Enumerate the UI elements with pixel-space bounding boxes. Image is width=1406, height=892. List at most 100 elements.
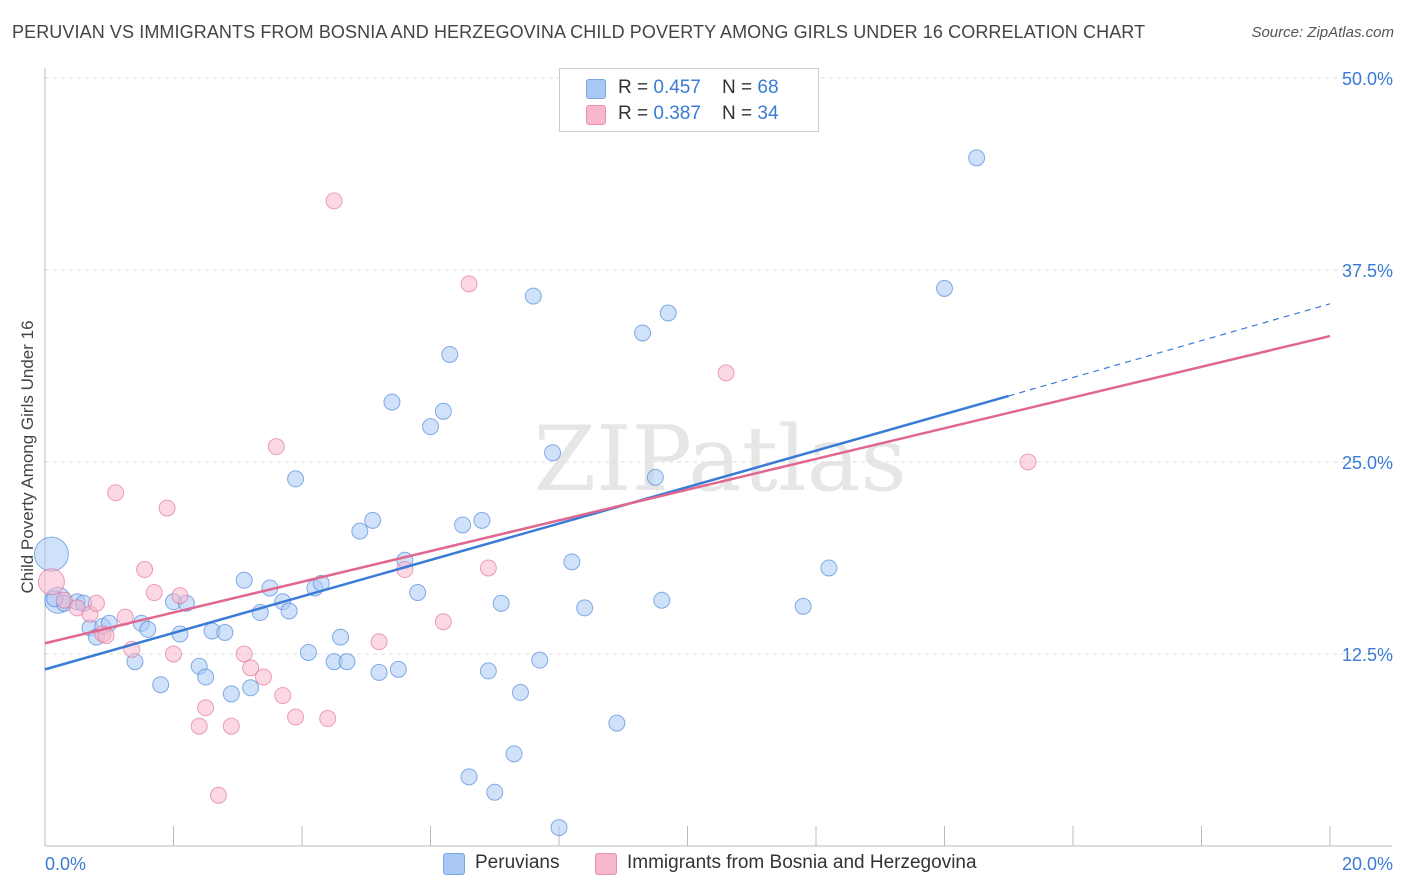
y-tick-label: 50.0% — [1342, 69, 1393, 89]
x-tick-label: 0.0% — [45, 854, 86, 874]
bosnia-point — [274, 686, 292, 704]
peruvian-point — [794, 597, 812, 615]
y-tick-label: 12.5% — [1342, 645, 1393, 665]
bosnia-point — [254, 668, 272, 686]
bosnia-swatch — [586, 105, 606, 125]
peruvian-point — [222, 685, 240, 703]
x-tick-label: 20.0% — [1342, 854, 1393, 874]
bosnia-point — [136, 561, 154, 579]
watermark: ZIPatlas — [533, 407, 906, 512]
peruvian-point — [389, 660, 407, 678]
peruvian-point — [351, 522, 369, 540]
peruvian-point — [659, 304, 677, 322]
bosnia-point — [145, 584, 163, 602]
bosnia-point — [242, 659, 260, 677]
peruvian-point — [550, 819, 568, 837]
y-tick-label: 25.0% — [1342, 453, 1393, 473]
peruvian-point — [544, 444, 562, 462]
y-tick-label: 37.5% — [1342, 261, 1393, 281]
r-value: 0.387 — [653, 103, 701, 124]
bosnia-point — [158, 499, 176, 517]
peruvian-trend-extension — [1008, 303, 1331, 397]
peruvian-point — [370, 663, 388, 681]
correlation-legend: R = 0.457 N = 68 R = 0.387 N = 34 — [559, 68, 819, 132]
peruvian-point — [383, 393, 401, 411]
peruvian-point — [216, 623, 234, 641]
bosnia-point — [222, 717, 240, 735]
n-value: 34 — [757, 103, 779, 124]
bosnia-point — [190, 717, 208, 735]
peruvian-point — [646, 468, 664, 486]
peruvian-point — [486, 783, 504, 801]
peruvian-point — [936, 279, 953, 297]
peruvian-point — [634, 324, 652, 342]
peruvian-point — [524, 287, 542, 305]
bosnia-point — [165, 645, 182, 663]
peruvian-point — [454, 516, 472, 534]
r-value: 0.457 — [653, 77, 701, 98]
n-label: N = — [722, 103, 758, 124]
n-label: N = — [722, 77, 758, 98]
peruvian-point — [434, 402, 452, 420]
peruvian-point — [139, 620, 157, 638]
peruvian-point — [332, 628, 350, 646]
peruvian-point — [197, 668, 215, 686]
peruvian-point — [280, 602, 298, 620]
peruvian-point — [511, 683, 529, 701]
peruvian-point — [608, 714, 626, 732]
peruvian-point — [235, 571, 253, 589]
bosnia-swatch — [595, 853, 617, 875]
bosnia-point — [434, 613, 452, 631]
peruvian-point — [422, 418, 439, 436]
bosnia-point — [37, 568, 65, 596]
n-value: 68 — [757, 77, 779, 98]
peruvian-point — [287, 470, 305, 488]
peruvian-point — [441, 345, 459, 363]
r-label: R = — [618, 77, 654, 98]
bosnia-point — [171, 587, 189, 605]
peruvian-point — [473, 511, 491, 529]
peruvian-point — [460, 768, 478, 786]
bosnia-point — [197, 699, 215, 717]
peruvian-trend-line — [44, 394, 1010, 671]
peruvian-point — [576, 599, 594, 617]
bosnia-trend-line — [44, 334, 1331, 645]
peruvian-point — [531, 651, 549, 669]
bosnia-point — [460, 275, 478, 293]
peruvian-point — [505, 745, 523, 763]
peruvian-point — [152, 676, 170, 694]
peruvian-point — [563, 553, 581, 571]
peruvian-point — [33, 536, 69, 572]
legend-label-peruvians: Peruvians — [475, 852, 560, 873]
bosnia-point — [235, 645, 253, 663]
bosnia-point — [479, 559, 497, 577]
peruvian-point — [364, 511, 382, 529]
peruvian-point — [242, 679, 260, 697]
peruvians-swatch — [443, 853, 465, 875]
peruvian-point — [968, 149, 986, 167]
peruvians-swatch — [586, 79, 606, 99]
chart-title: PERUVIAN VS IMMIGRANTS FROM BOSNIA AND H… — [12, 22, 1146, 42]
peruvian-point — [479, 662, 497, 680]
bosnia-point — [107, 484, 125, 502]
bosnia-point — [55, 591, 73, 609]
bosnia-point — [370, 633, 388, 651]
bosnia-point — [325, 192, 343, 210]
peruvian-point — [653, 591, 671, 609]
peruvian-point — [409, 584, 427, 602]
source-label: Source: ZipAtlas.com — [1251, 24, 1394, 41]
peruvian-point — [338, 653, 356, 671]
bosnia-point — [717, 364, 735, 382]
bosnia-point — [319, 710, 337, 728]
bosnia-point — [267, 438, 285, 456]
bosnia-point — [209, 786, 227, 804]
peruvian-point — [299, 643, 317, 661]
bosnia-point — [1019, 453, 1037, 471]
peruvian-point — [820, 559, 838, 577]
bosnia-point — [87, 594, 105, 612]
bosnia-point — [287, 708, 305, 726]
legend-label-bosnia: Immigrants from Bosnia and Herzegovina — [627, 852, 977, 873]
r-label: R = — [618, 103, 654, 124]
peruvian-point — [492, 594, 510, 612]
